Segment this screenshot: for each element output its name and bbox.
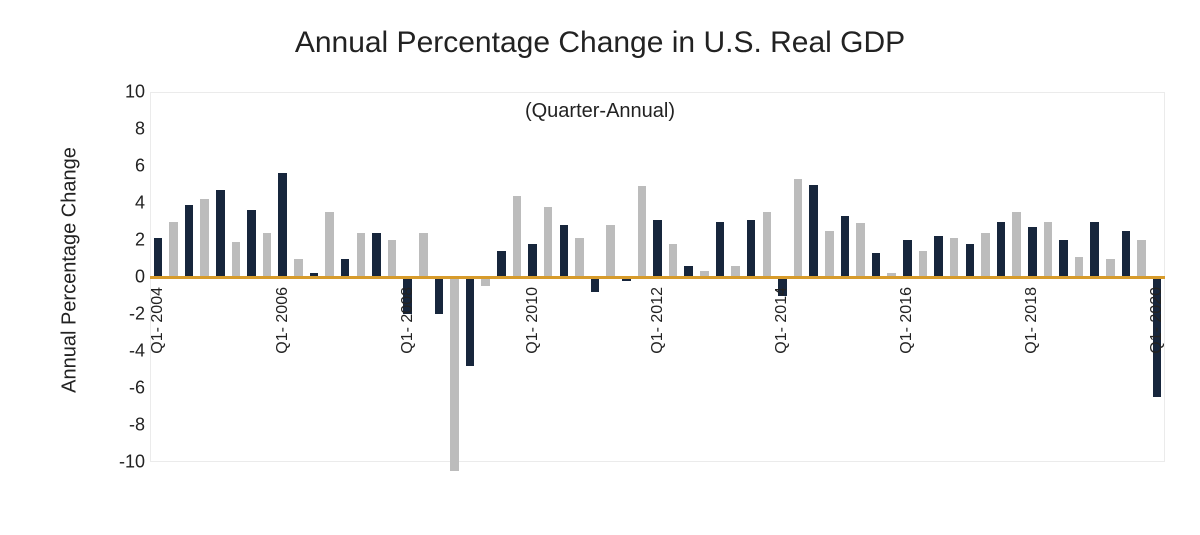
y-tick-label: 4 — [105, 193, 145, 214]
plot-area — [150, 92, 1165, 462]
bar — [966, 244, 975, 277]
bar — [1137, 240, 1146, 277]
y-axis-label: Annual Percentage Change — [59, 147, 82, 393]
bar — [419, 233, 428, 277]
bar — [794, 179, 803, 277]
bar — [950, 238, 959, 277]
bar — [200, 199, 209, 277]
x-tick-label: Q1- 2008 — [399, 287, 417, 354]
bar — [560, 225, 569, 277]
bar — [388, 240, 397, 277]
bar — [1028, 227, 1037, 277]
bar — [872, 253, 881, 277]
x-tick-label: Q1- 2004 — [149, 287, 167, 354]
bar — [154, 238, 163, 277]
bar — [497, 251, 506, 277]
y-tick-label: -6 — [105, 378, 145, 399]
bar — [278, 173, 287, 277]
y-tick-label: 6 — [105, 156, 145, 177]
bar — [435, 277, 444, 314]
x-tick-label: Q1- 2020 — [1148, 287, 1166, 354]
bar — [1059, 240, 1068, 277]
bar — [903, 240, 912, 277]
y-tick-label: -10 — [105, 452, 145, 473]
bar — [653, 220, 662, 277]
bar — [1106, 259, 1115, 278]
bar — [856, 223, 865, 277]
bar — [1090, 222, 1099, 278]
bar — [981, 233, 990, 277]
bar — [1075, 257, 1084, 277]
x-tick-label: Q1- 2016 — [898, 287, 916, 354]
bar — [247, 210, 256, 277]
bar — [669, 244, 678, 277]
y-tick-label: -8 — [105, 415, 145, 436]
bar — [747, 220, 756, 277]
y-tick-label: 10 — [105, 82, 145, 103]
bar — [216, 190, 225, 277]
y-tick-label: 0 — [105, 267, 145, 288]
bar — [1044, 222, 1053, 278]
bar — [591, 277, 600, 292]
bar — [1012, 212, 1021, 277]
bar — [544, 207, 553, 277]
x-tick-label: Q1- 2012 — [649, 287, 667, 354]
bar — [575, 238, 584, 277]
bar — [294, 259, 303, 278]
bar — [841, 216, 850, 277]
bar — [263, 233, 272, 277]
y-tick-label: 2 — [105, 230, 145, 251]
bar — [809, 185, 818, 278]
bar — [341, 259, 350, 278]
gdp-chart: Annual Percentage Change in U.S. Real GD… — [0, 0, 1200, 535]
bar — [232, 242, 241, 277]
y-tick-label: -4 — [105, 341, 145, 362]
bar — [1122, 231, 1131, 277]
y-tick-label: -2 — [105, 304, 145, 325]
x-tick-label: Q1- 2014 — [773, 287, 791, 354]
bar — [466, 277, 475, 366]
bar — [934, 236, 943, 277]
bar — [357, 233, 366, 277]
bar — [606, 225, 615, 277]
bar — [716, 222, 725, 278]
bar — [372, 233, 381, 277]
bar — [185, 205, 194, 277]
bar — [638, 186, 647, 277]
bar — [919, 251, 928, 277]
bar — [825, 231, 834, 277]
x-tick-label: Q1- 2006 — [274, 287, 292, 354]
bar — [528, 244, 537, 277]
x-tick-label: Q1- 2018 — [1023, 287, 1041, 354]
bar — [513, 196, 522, 277]
y-tick-label: 8 — [105, 119, 145, 140]
bar — [169, 222, 178, 278]
x-tick-label: Q1- 2010 — [524, 287, 542, 354]
bar — [997, 222, 1006, 278]
chart-title: Annual Percentage Change in U.S. Real GD… — [0, 26, 1200, 60]
bar — [763, 212, 772, 277]
baseline — [150, 276, 1165, 279]
bar — [450, 277, 459, 471]
bar — [325, 212, 334, 277]
